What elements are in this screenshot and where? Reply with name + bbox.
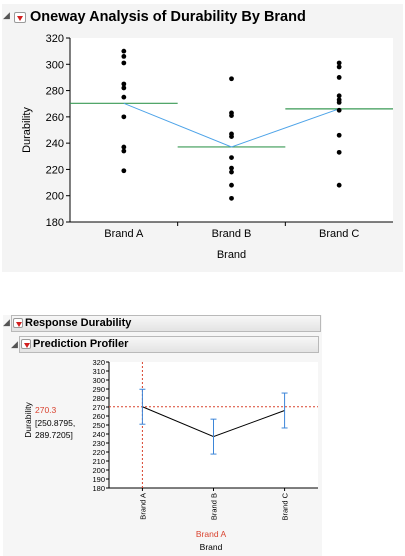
profiler-ytick-label: 220 bbox=[92, 448, 105, 457]
oneway-red-triangle-menu-icon[interactable] bbox=[14, 12, 26, 23]
profiler-ytick-label: 300 bbox=[92, 376, 105, 385]
oneway-data-point bbox=[229, 134, 234, 139]
oneway-data-point bbox=[336, 100, 342, 105]
profiler-xtick-label: Brand C bbox=[281, 492, 290, 520]
profiler-ytick-label: 260 bbox=[92, 412, 105, 421]
profiler-ytick-label: 250 bbox=[92, 421, 105, 430]
profiler-ytick-label: 290 bbox=[92, 385, 105, 394]
oneway-title: Oneway Analysis of Durability By Brand bbox=[30, 9, 306, 25]
profiler-ytick-label: 280 bbox=[92, 394, 105, 403]
oneway-data-point bbox=[121, 114, 127, 120]
oneway-data-point bbox=[229, 155, 234, 161]
profiler-ytick-label: 310 bbox=[92, 367, 105, 376]
oneway-data-point bbox=[229, 165, 234, 171]
oneway-data-point bbox=[121, 144, 127, 150]
oneway-ytick-label: 180 bbox=[46, 217, 64, 229]
profiler-xtick-label: Brand A bbox=[138, 493, 147, 520]
profiler-ytick-label: 270 bbox=[92, 403, 105, 412]
profiler-ytick-label: 180 bbox=[92, 484, 105, 493]
oneway-ytick-label: 280 bbox=[46, 86, 64, 98]
oneway-data-point bbox=[121, 48, 127, 54]
profiler-xtick-label: Brand B bbox=[210, 493, 219, 520]
profiler-xlabel: Brand bbox=[200, 542, 223, 552]
profiler-ci-lower: [250.8795, bbox=[35, 418, 75, 428]
response-disclosure-icon[interactable]: ◢ bbox=[3, 317, 10, 327]
response-header[interactable] bbox=[11, 315, 321, 332]
oneway-data-point bbox=[229, 76, 234, 82]
profiler-current-level[interactable]: Brand A bbox=[196, 529, 227, 539]
oneway-data-point bbox=[121, 60, 127, 66]
profiler-ytick-label: 230 bbox=[92, 439, 105, 448]
oneway-ytick-label: 300 bbox=[46, 59, 64, 71]
oneway-data-point bbox=[121, 81, 127, 87]
oneway-data-point bbox=[336, 93, 342, 99]
oneway-data-point bbox=[121, 85, 127, 91]
oneway-means-connector bbox=[123, 102, 340, 148]
oneway-xlabel: Brand bbox=[217, 249, 246, 261]
profiler-disclosure-icon[interactable]: ◢ bbox=[11, 339, 18, 349]
response-title: Response Durability bbox=[25, 317, 132, 329]
oneway-xtick-label: Brand B bbox=[212, 228, 252, 240]
oneway-data-point bbox=[229, 182, 234, 188]
profiler-ytick-label: 190 bbox=[92, 475, 105, 484]
oneway-xtick-label: Brand C bbox=[319, 228, 359, 240]
profiler-ci-upper: 289.7205] bbox=[35, 430, 73, 440]
profiler-red-triangle-menu-icon[interactable] bbox=[21, 339, 31, 349]
oneway-data-point bbox=[336, 75, 342, 80]
oneway-data-point bbox=[121, 54, 127, 59]
profiler-ytick-label: 320 bbox=[92, 358, 105, 367]
oneway-data-point bbox=[229, 195, 234, 201]
oneway-ytick-label: 260 bbox=[46, 112, 64, 124]
oneway-data-point bbox=[336, 60, 342, 66]
oneway-data-point bbox=[121, 148, 127, 154]
oneway-xtick-label: Brand A bbox=[104, 228, 144, 240]
oneway-disclosure-icon[interactable]: ◢ bbox=[3, 10, 10, 20]
profiler-current-value[interactable]: 270.3 bbox=[35, 405, 57, 415]
profiler-ytick-label: 200 bbox=[92, 466, 105, 475]
oneway-data-point bbox=[229, 169, 234, 175]
profiler-ylabel: Durability bbox=[23, 402, 33, 438]
oneway-data-point bbox=[336, 132, 342, 138]
oneway-chart: 180 200 220 240 260 280 300 320 Brand A Brand B Br… bbox=[21, 33, 393, 261]
oneway-ytick-label: 220 bbox=[46, 164, 64, 176]
oneway-data-point bbox=[121, 168, 127, 174]
oneway-ytick-label: 320 bbox=[46, 33, 64, 45]
oneway-data-point bbox=[336, 64, 342, 70]
oneway-data-point bbox=[229, 113, 234, 118]
oneway-data-point bbox=[336, 182, 342, 188]
oneway-data-point bbox=[121, 94, 127, 100]
response-red-triangle-menu-icon[interactable] bbox=[13, 318, 23, 328]
profiler-ytick-label: 240 bbox=[92, 430, 105, 439]
oneway-ytick-label: 200 bbox=[46, 191, 64, 203]
profiler-title: Prediction Profiler bbox=[33, 338, 129, 350]
oneway-ytick-label: 240 bbox=[46, 138, 64, 150]
oneway-data-point bbox=[336, 107, 342, 113]
profiler-header[interactable] bbox=[19, 336, 319, 353]
profiler-ytick-label: 210 bbox=[92, 457, 105, 466]
oneway-ylabel: Durability bbox=[21, 107, 33, 153]
oneway-data-point bbox=[336, 149, 342, 155]
